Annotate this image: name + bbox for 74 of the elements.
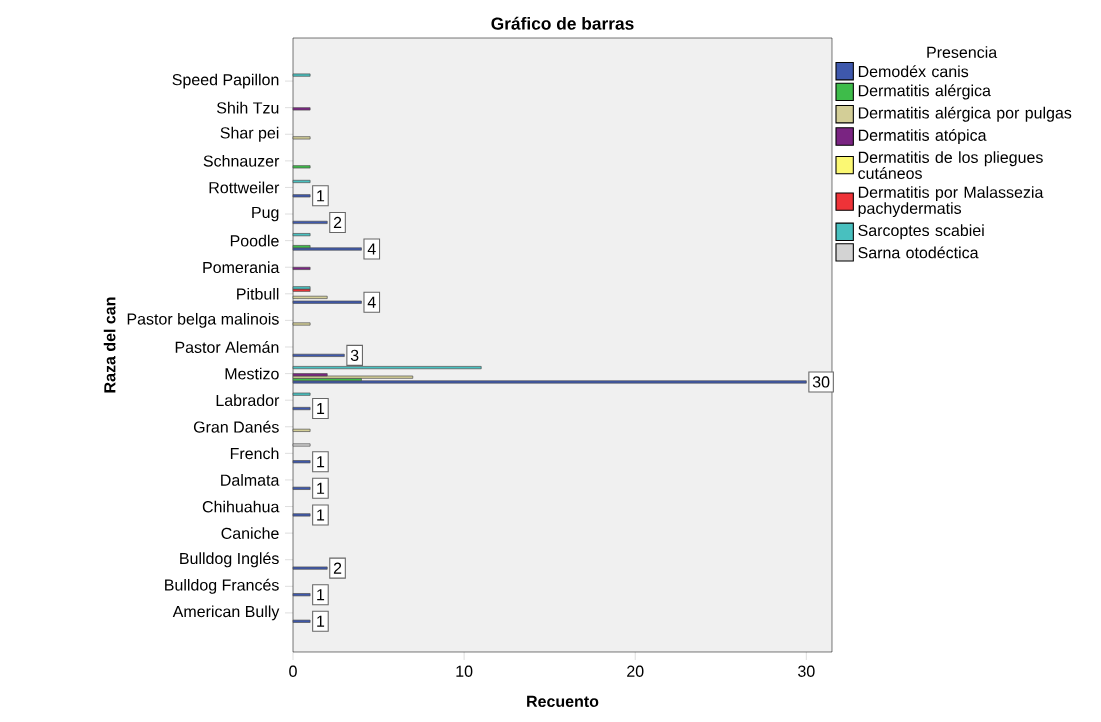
bar <box>292 392 311 396</box>
data-label: 2 <box>333 562 342 574</box>
x-tick-label: 30 <box>798 665 815 677</box>
y-tick-label: Shih Tzu <box>216 101 279 114</box>
data-label: 1 <box>317 615 325 627</box>
legend-label: Dermatitis alérgica <box>858 84 991 100</box>
bar <box>292 460 311 464</box>
data-label: 3 <box>350 349 359 362</box>
y-tick-label: Dalmata <box>221 474 280 486</box>
y-tick-label: Pitbull <box>237 287 279 300</box>
bar <box>292 407 311 411</box>
y-tick-label: Shar pei <box>220 126 279 142</box>
y-tick-label: Speed Papillon <box>172 73 279 89</box>
bar <box>292 619 311 623</box>
x-axis-title: Recuento <box>527 695 599 708</box>
data-label: 1 <box>317 589 325 601</box>
bar <box>292 220 328 224</box>
bar <box>292 233 311 237</box>
chart-title: Gráfico de barras <box>491 16 634 30</box>
bar <box>292 593 311 597</box>
y-tick-label: Schnauzer <box>203 154 280 167</box>
data-label: 1 <box>317 456 325 468</box>
bar <box>292 366 482 370</box>
bar <box>292 353 345 357</box>
legend-title: Presencia <box>927 46 998 58</box>
bar <box>292 247 362 251</box>
bar <box>292 179 311 183</box>
bar <box>292 428 311 432</box>
data-label: 4 <box>367 243 376 255</box>
bar <box>292 165 311 169</box>
legend-label: Dermatitis alérgica por pulgas <box>858 106 1072 122</box>
bar <box>292 513 311 517</box>
bar <box>292 566 328 570</box>
y-axis-title: Raza del can <box>103 297 116 393</box>
y-tick-label: American Bully <box>172 605 280 621</box>
data-label: 1 <box>317 190 325 202</box>
bar <box>292 266 311 270</box>
bar <box>292 136 311 140</box>
y-tick-label: Rottweiler <box>209 181 280 194</box>
data-label: 1 <box>317 509 325 521</box>
y-tick-label: Pastor belga malinois <box>127 312 279 328</box>
legend-label: Sarna otodéctica <box>858 246 979 259</box>
legend-label: Dermatitis atópica <box>858 128 987 145</box>
x-tick-label: 20 <box>627 665 644 677</box>
bar <box>292 322 311 326</box>
y-tick-label: Poodle <box>230 234 279 247</box>
legend-label: Dermatitis por Malassezia pachydermatis <box>858 186 1044 218</box>
y-tick-label: Gran Danés <box>193 420 279 433</box>
bar <box>292 194 311 198</box>
bar <box>292 443 311 447</box>
y-tick-label: Bulldog Francés <box>165 578 279 594</box>
y-tick-label: Pug <box>252 206 279 222</box>
legend-label: Demodéx canis <box>858 65 969 78</box>
x-tick-label: 0 <box>289 665 297 677</box>
legend-label: Dermatitis de los pliegues cutáneos <box>858 151 1043 179</box>
y-tick-label: Pomerania <box>203 261 280 274</box>
data-label: 1 <box>317 403 325 415</box>
y-tick-label: Chihuahua <box>202 500 280 513</box>
data-label: 4 <box>367 296 376 308</box>
bar <box>292 300 362 304</box>
y-tick-label: Caniche <box>221 527 279 539</box>
data-label: 1 <box>317 482 325 494</box>
y-tick-label: Mestizo <box>225 367 279 380</box>
bar <box>292 107 311 111</box>
x-tick-label: 10 <box>456 665 473 677</box>
data-label: 2 <box>333 216 342 228</box>
y-tick-label: French <box>230 447 279 460</box>
bar <box>292 486 311 490</box>
data-label: 30 <box>812 376 830 388</box>
legend-label: Sarcoptes scabiei <box>858 224 984 240</box>
y-tick-label: Bulldog Inglés <box>180 552 279 568</box>
bar <box>292 73 311 77</box>
y-tick-label: Pastor Alemán <box>175 341 279 353</box>
y-tick-label: Labrador <box>216 394 280 407</box>
